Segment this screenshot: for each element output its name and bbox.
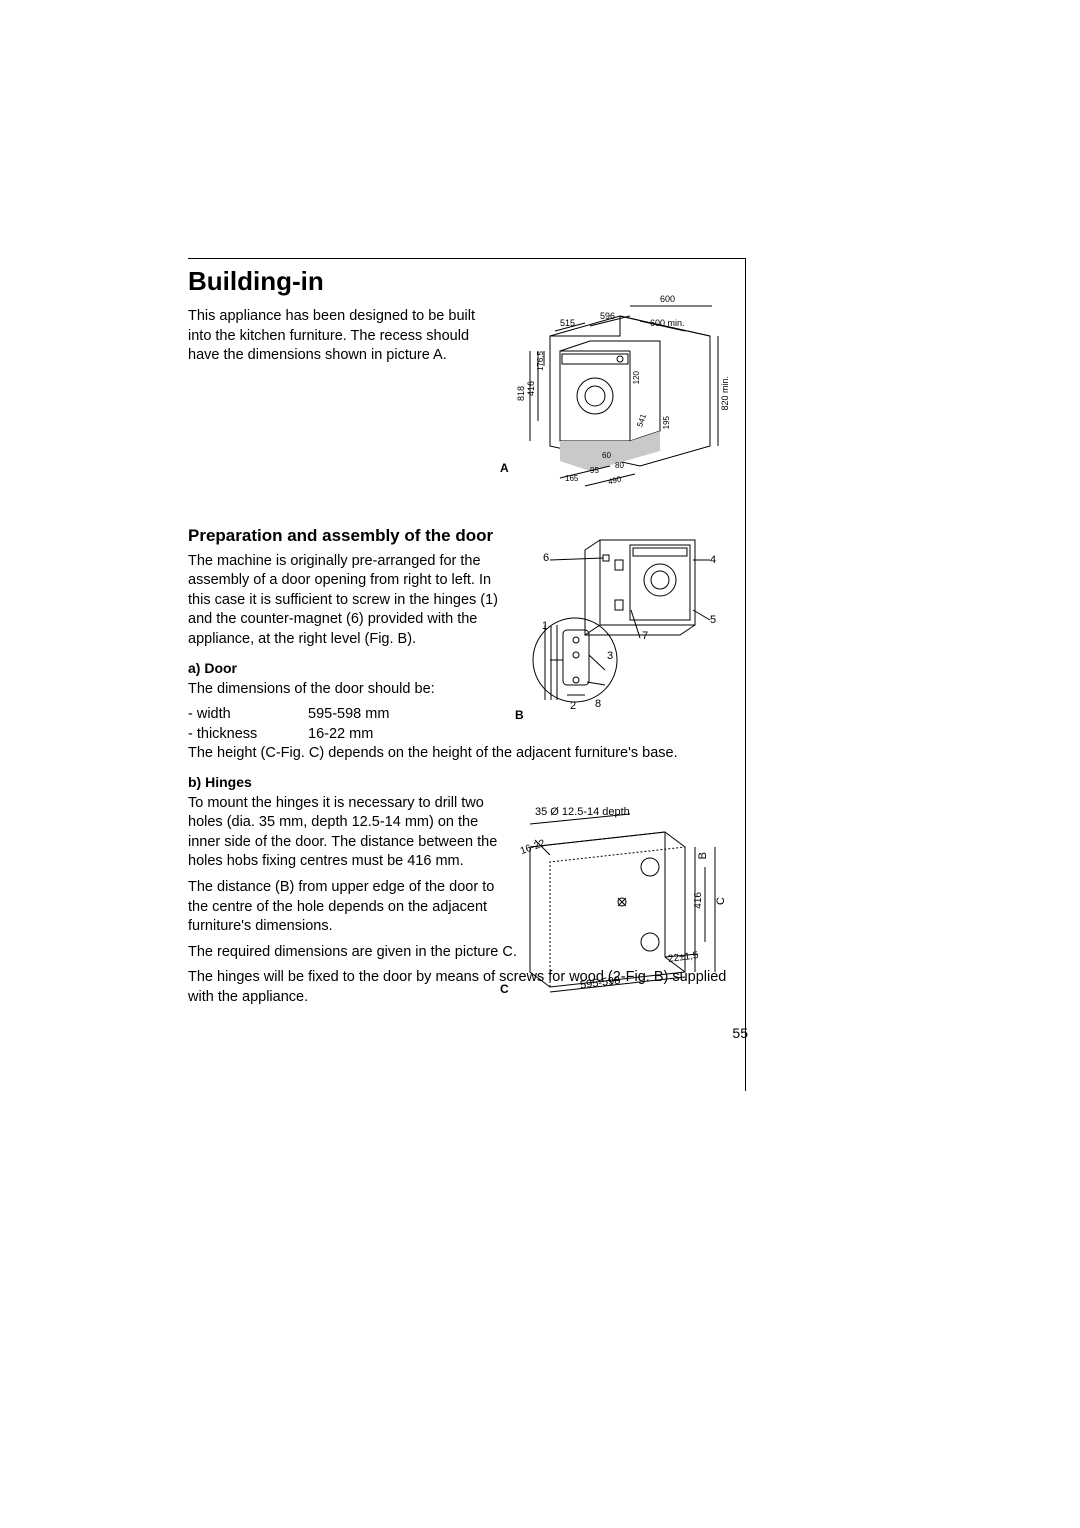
figA-dim-596: 596 [600, 311, 615, 321]
hinges-p1: To mount the hinges it is necessary to d… [188, 794, 498, 872]
figB-1: 1 [542, 620, 548, 632]
figure-b-label: B [515, 708, 524, 722]
figB-5: 5 [710, 614, 716, 626]
figure-b: 6 4 5 1 7 3 2 8 B [515, 530, 725, 720]
door-thickness-value: 16-22 mm [308, 725, 373, 745]
figure-a-label: A [500, 461, 509, 475]
figC-416: 416 [693, 892, 704, 909]
intro-paragraph: This appliance has been designed to be b… [188, 307, 488, 366]
hinges-heading: b) Hinges [188, 774, 748, 790]
figure-a: 600 515 596 600 min. 818 416 176,5 820 m… [490, 296, 730, 496]
figA-dim-60: 60 [602, 451, 611, 460]
page-title: Building-in [188, 266, 748, 297]
figA-dim-195: 195 [662, 416, 671, 429]
figA-dim-80: 80 [615, 461, 624, 470]
figA-dim-515: 515 [560, 318, 575, 328]
figB-6: 6 [543, 552, 549, 564]
figC-C: C [715, 897, 727, 905]
figC-B: B [697, 852, 709, 859]
figure-c: 35 Ø 12.5-14 depth 16-22 595-598 22±1,5 … [500, 812, 730, 1002]
figure-c-label: C [500, 982, 509, 996]
figA-dim-176: 176,5 [536, 351, 545, 371]
hinges-p2: The distance (B) from upper edge of the … [188, 878, 498, 937]
door-thickness-label: - thickness [188, 725, 308, 745]
figB-3: 3 [607, 650, 613, 662]
door-thickness-row: - thickness 16-22 mm [188, 725, 748, 745]
figA-dim-95: 95 [590, 466, 599, 475]
page-number: 55 [732, 1025, 748, 1041]
prep-paragraph: The machine is originally pre-arranged f… [188, 552, 498, 650]
door-width-value: 595-598 mm [308, 705, 389, 725]
figA-dim-818: 818 [516, 386, 526, 401]
figB-8: 8 [595, 698, 601, 710]
figB-7: 7 [642, 630, 648, 642]
figA-dim-600min: 600 min. [650, 318, 685, 328]
door-height-note: The height (C-Fig. C) depends on the hei… [188, 744, 748, 764]
figA-dim-120: 120 [632, 371, 641, 384]
figA-dim-416: 416 [526, 381, 536, 396]
door-width-label: - width [188, 705, 308, 725]
figB-4: 4 [710, 554, 716, 566]
figA-dim-165: 165 [565, 474, 578, 483]
figC-topnote: 35 Ø 12.5-14 depth [535, 806, 630, 818]
door-intro: The dimensions of the door should be: [188, 680, 488, 700]
figA-dim-820: 820 min. [720, 376, 730, 411]
figB-2: 2 [570, 700, 576, 712]
figA-dim-600: 600 [660, 294, 675, 304]
